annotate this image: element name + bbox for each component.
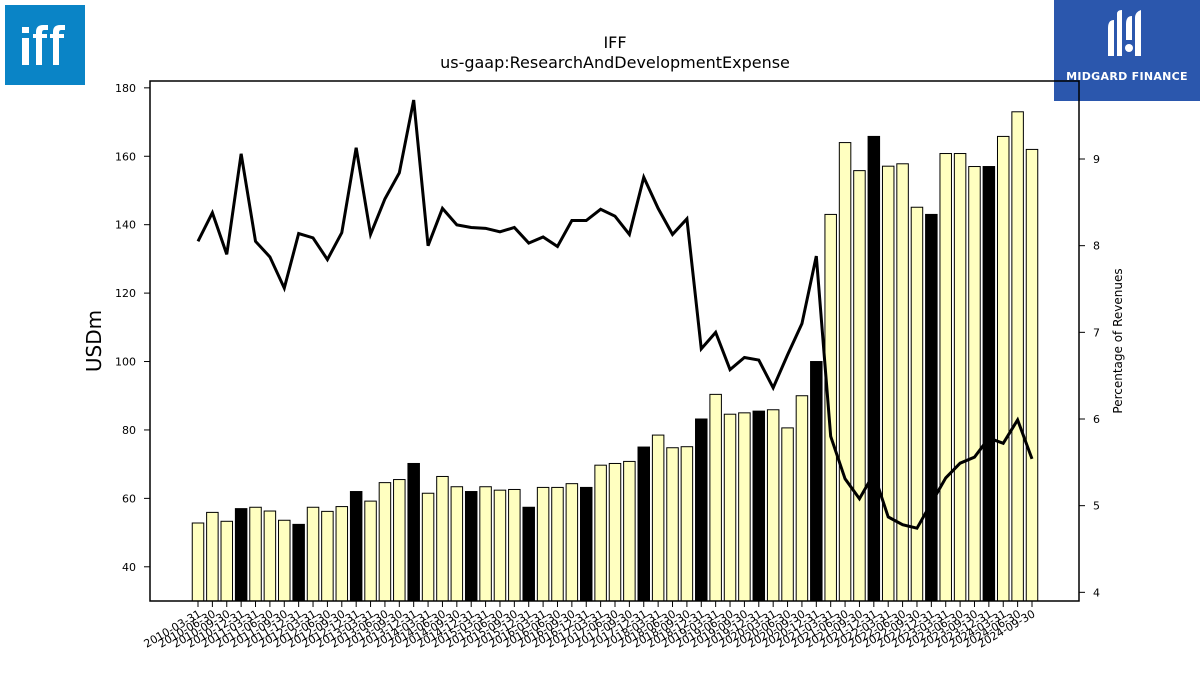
bar [421,492,435,602]
bar [234,508,248,602]
bar [536,486,550,602]
y-axis-left: 40 60 80 100 120 140 160 180 [115,82,150,574]
bar [249,506,262,602]
percentage-line [196,99,1034,530]
bar [450,486,464,602]
y-tick-label: 80 [122,424,136,437]
iff-logo [5,5,85,85]
bar [752,410,766,602]
bar [220,520,234,602]
bar [206,511,219,602]
bar [378,482,392,602]
bar [824,213,837,602]
iff-logo-mark [22,25,65,65]
y-right-tick-label: 8 [1093,240,1100,253]
bar [695,418,708,602]
bar [623,460,636,602]
bar [551,486,564,602]
bar [565,483,579,602]
bar [810,361,823,602]
midgard-finance-wordmark: MIDGARD FINANCE [1066,70,1188,83]
bar [896,163,909,602]
y-tick-label: 140 [115,219,136,232]
midgard-logo-mark [1108,10,1141,56]
bar [493,489,507,602]
bar [709,393,722,602]
y-axis-right: 4 5 6 7 8 9 [1079,153,1100,599]
bar [637,446,651,602]
bar [1011,111,1024,602]
bar [306,506,320,602]
bar [263,510,277,602]
bar [594,464,607,602]
bar [738,412,751,602]
bar [723,413,737,602]
bar [191,522,205,602]
bar [838,142,852,602]
bar [795,395,809,602]
bar [608,462,622,602]
bar-series [191,111,1039,602]
bar [479,486,492,602]
bar [680,446,694,602]
bar [522,506,535,602]
bar [982,166,996,602]
y-tick-label: 120 [115,287,136,300]
y-right-tick-label: 4 [1093,586,1100,599]
y-right-tick-label: 5 [1093,500,1100,513]
y-tick-label: 160 [115,150,136,163]
bar [579,486,593,602]
bar [853,170,866,602]
bar [910,206,924,602]
bar [1025,148,1039,602]
bar [436,475,449,602]
bar [464,491,478,602]
bar [407,462,420,602]
y-axis-label-right: Percentage of Revenues [1111,268,1125,413]
x-axis: 2010-03-312010-06-302010-09-302010-12-31… [142,601,1038,651]
bar [278,519,291,602]
midgard-finance-logo: MIDGARD FINANCE [1054,0,1200,101]
y-tick-label: 100 [115,356,136,369]
y-axis-label-left: USDm [82,310,106,372]
bar [953,153,967,602]
bar [996,135,1010,602]
bar [867,135,881,602]
y-right-tick-label: 9 [1093,153,1100,166]
y-tick-label: 40 [122,561,136,574]
y-tick-label: 180 [115,82,136,95]
bar [925,213,938,602]
bar [968,166,981,602]
chart-title: IFF [603,33,626,52]
bar [651,434,665,602]
bar [766,409,780,602]
bar [508,488,521,602]
bar [292,523,305,602]
bar [666,447,679,602]
bar [349,491,363,602]
y-tick-label: 60 [122,492,136,505]
bar [364,500,377,602]
chart-subtitle: us-gaap:ResearchAndDevelopmentExpense [440,53,790,72]
bar [781,427,794,602]
bar [939,153,952,602]
bar [881,165,895,602]
y-right-tick-label: 7 [1093,326,1100,339]
bar [321,510,334,602]
y-right-tick-label: 6 [1093,413,1100,426]
bar [335,506,349,602]
bar [393,479,406,602]
